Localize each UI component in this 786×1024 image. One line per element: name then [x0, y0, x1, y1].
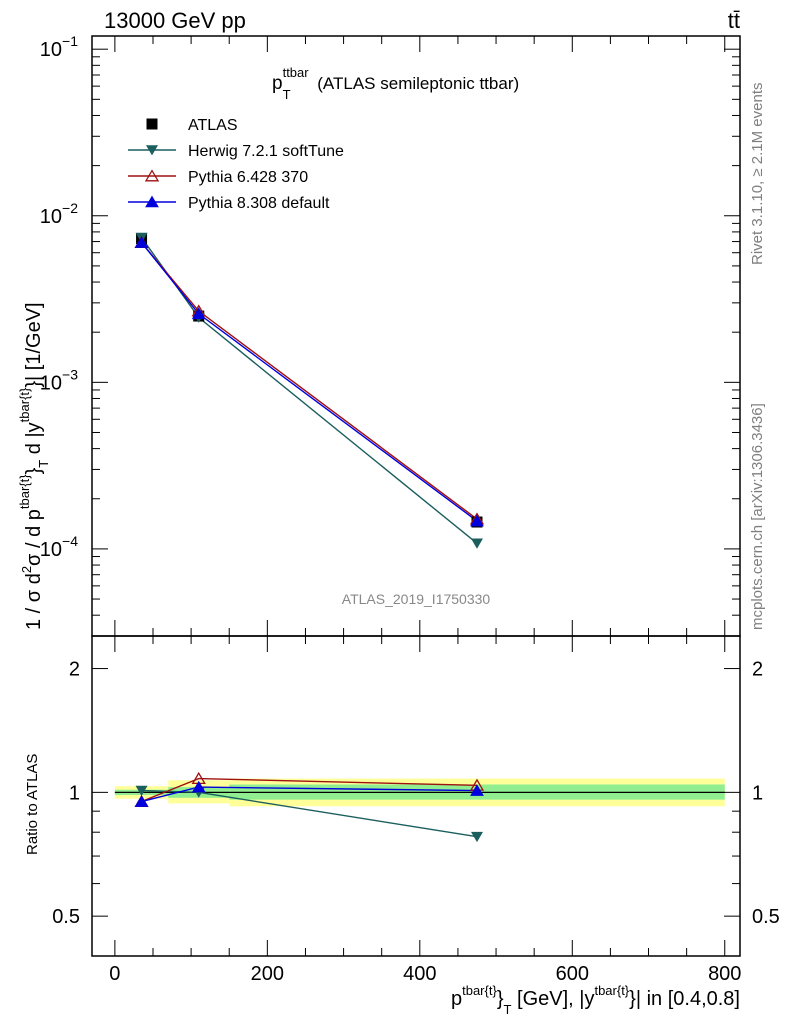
ratio-plot: 0.5 0.5 1 1 2 2 0 200 400 600 800 [52, 635, 780, 985]
xlabel-part-2: } [497, 988, 504, 1010]
ratio-ytick-label-right: 1 [752, 782, 763, 804]
ylabel-part-2: σ / d p [23, 509, 45, 566]
main-ytick-exp: −4 [62, 533, 78, 549]
watermark: ATLAS_2019_I1750330 [342, 591, 491, 607]
legend-marker [144, 169, 160, 182]
plot-title-sub: T [283, 87, 291, 102]
plot-title-main: p [272, 73, 283, 94]
data-point [470, 514, 484, 527]
ratio-series-line [141, 777, 478, 803]
legend-label: Herwig 7.2.1 softTune [188, 143, 344, 160]
ylabel-part-8: }| [1/GeV] [23, 302, 45, 387]
plot-title: pttbar T (ATLAS semileptonic ttbar) [272, 65, 519, 102]
ratio-plot-frame [91, 635, 741, 957]
ratio-xtick-label: 800 [708, 963, 741, 985]
data-point [470, 538, 483, 549]
ylabel-part-4: } [23, 467, 45, 474]
series-line [141, 242, 478, 520]
ratio-data-point [134, 795, 149, 807]
ratio-xtick-label: 200 [251, 963, 284, 985]
main-ytick-label: 10−1 [40, 33, 78, 61]
main-ytick-label: 10−3 [40, 366, 78, 394]
ylabel-part-1: 2 [19, 566, 34, 573]
ratio-ytick-label: 0.5 [52, 906, 80, 928]
plot-title-sup: ttbar [283, 65, 310, 80]
main-ytick-label: 10−4 [40, 533, 78, 561]
xlabel-part-1: tbar{t} [462, 983, 497, 998]
xlabel-part-5: tbar{t} [594, 983, 629, 998]
legend-label: Pythia 8.308 default [188, 195, 330, 212]
ratio-data-point [470, 784, 484, 796]
ratio-data-point [191, 780, 206, 793]
xlabel: ptbar{t}}T [GeV], |ytbar{t}}| in [0.4,0.… [451, 983, 740, 1017]
ylabel-part-0: 1 / σ d [23, 573, 45, 630]
main-ytick-label: 10−2 [40, 200, 78, 228]
rivet-label: Rivet 3.1.10, ≥ 2.1M events [749, 83, 766, 266]
ratio-data-point [470, 831, 483, 843]
ylabel-part-7: tbar{t} [17, 387, 32, 422]
header-left: 13000 GeV pp [104, 8, 246, 33]
ratio-ytick-label-right: 2 [752, 659, 763, 681]
main-ytick-base: 10 [40, 539, 62, 561]
header-right: tt̄ [728, 8, 740, 33]
series-line [141, 242, 478, 522]
xlabel-part-3: T [504, 1002, 512, 1017]
plot-title-rest: (ATLAS semileptonic ttbar) [313, 74, 520, 93]
ratio-xtick-label: 400 [403, 963, 436, 985]
main-ytick-exp: −1 [62, 33, 78, 49]
ratio-ylabel: Ratio to ATLAS [24, 754, 41, 855]
main-ytick-base: 10 [40, 39, 62, 61]
ylabel-part-5: T [36, 460, 51, 468]
ratio-ytick-label-right: 0.5 [752, 906, 780, 928]
ratio-data-point [135, 785, 148, 796]
main-ytick-exp: −3 [62, 366, 78, 382]
legend-marker [146, 145, 158, 156]
legend-label: ATLAS [188, 117, 238, 134]
legend-marker [145, 195, 159, 208]
ratio-ytick-label: 1 [69, 782, 80, 804]
xlabel-part-0: p [451, 988, 462, 1010]
ylabel-part-3: tbar{t} [17, 474, 32, 509]
main-ylabel: 1 / σ d2σ / d ptbar{t}}T d |ytbar{t}}| [… [17, 302, 51, 630]
mcplots-label: mcplots.cern.ch [arXiv:1306.3436] [749, 403, 766, 630]
data-point [191, 307, 206, 320]
legend: ATLAS Herwig 7.2.1 softTune Pythia 6.428 3… [128, 117, 344, 212]
series-line [140, 237, 478, 544]
legend-label: Pythia 6.428 370 [188, 169, 308, 186]
xlabel-part-4: [GeV], |y [511, 988, 594, 1010]
main-ytick-base: 10 [40, 372, 62, 394]
data-point [134, 236, 149, 248]
ratio-xtick-label: 600 [556, 963, 589, 985]
ylabel-part-6: d |y [23, 422, 45, 459]
ratio-ytick-label: 2 [69, 659, 80, 681]
main-ytick-base: 10 [40, 206, 62, 228]
main-ytick-exp: −2 [62, 200, 78, 216]
xlabel-part-6: }| in [0.4,0.8] [629, 988, 740, 1010]
ratio-xtick-label: 0 [109, 963, 120, 985]
main-plot: 10−410−310−210−1 pttbar T (ATLAS semilept… [40, 33, 741, 637]
legend-marker [146, 118, 158, 130]
